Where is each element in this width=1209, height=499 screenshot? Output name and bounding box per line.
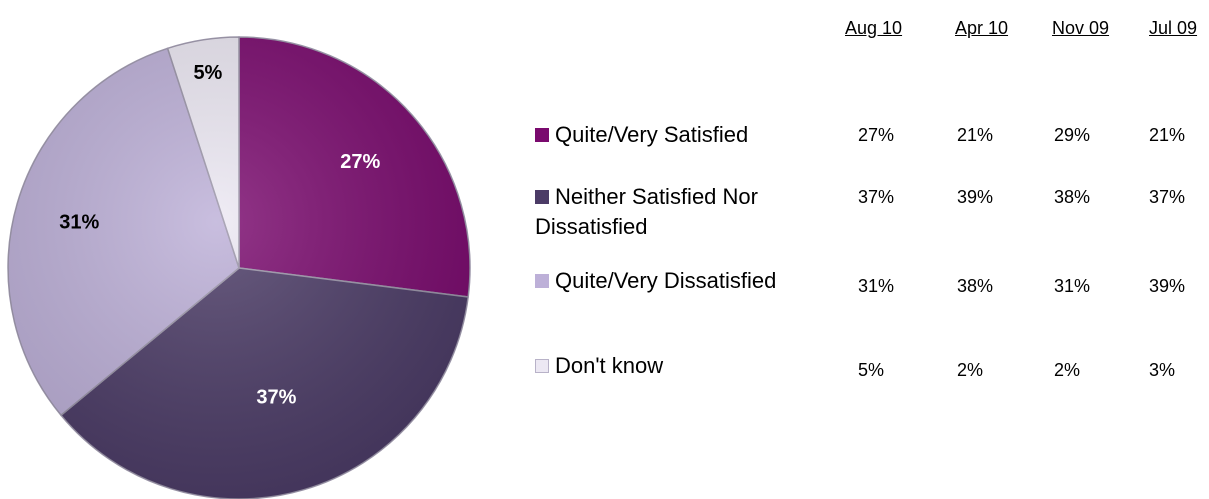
- legend-item-dissatisfied: Quite/Very Dissatisfied: [535, 266, 835, 296]
- table-cell: 2%: [1054, 360, 1081, 380]
- table-cell: 37%: [1149, 187, 1186, 207]
- pie-slice-label-3: 5%: [193, 62, 222, 84]
- legend-label: Neither Satisfied Nor Dissatisfied: [535, 184, 758, 239]
- pie-chart: 27% 37% 31% 5%: [7, 36, 471, 499]
- table-cell: 29%: [1054, 125, 1091, 145]
- col-header-jul09: Jul 09: [1149, 18, 1198, 38]
- legend-label: Don't know: [555, 353, 664, 378]
- table-cell: 31%: [858, 276, 895, 296]
- col-header-nov09: Nov 09: [1052, 18, 1110, 38]
- legend-swatch: [535, 128, 549, 142]
- table-cell: 21%: [1149, 125, 1186, 145]
- table-cell: 31%: [1054, 276, 1091, 296]
- table-cell: 21%: [957, 125, 994, 145]
- table-cell: 38%: [1054, 187, 1091, 207]
- table-cell: 37%: [858, 187, 895, 207]
- legend-item-neither: Neither Satisfied Nor Dissatisfied: [535, 182, 820, 242]
- table-cell: 39%: [1149, 276, 1186, 296]
- legend-swatch: [535, 274, 549, 288]
- table-cell: 5%: [858, 360, 885, 380]
- col-header-apr10: Apr 10: [955, 18, 1009, 38]
- table-cell: 38%: [957, 276, 994, 296]
- legend-label: Quite/Very Dissatisfied: [555, 268, 777, 293]
- pie-slice-label-0: 27%: [340, 151, 380, 173]
- legend-label: Quite/Very Satisfied: [555, 122, 749, 147]
- table-cell: 39%: [957, 187, 994, 207]
- table-cell: 2%: [957, 360, 984, 380]
- table-cell: 27%: [858, 125, 895, 145]
- pie-slice-label-2: 31%: [59, 212, 99, 234]
- col-header-aug10: Aug 10: [845, 18, 903, 38]
- legend-item-satisfied: Quite/Very Satisfied: [535, 120, 820, 150]
- table-cell: 3%: [1149, 360, 1176, 380]
- legend-swatch: [535, 190, 549, 204]
- pie-slice-label-1: 37%: [256, 387, 296, 409]
- legend-swatch: [535, 359, 549, 373]
- legend-item-dont-know: Don't know: [535, 351, 820, 381]
